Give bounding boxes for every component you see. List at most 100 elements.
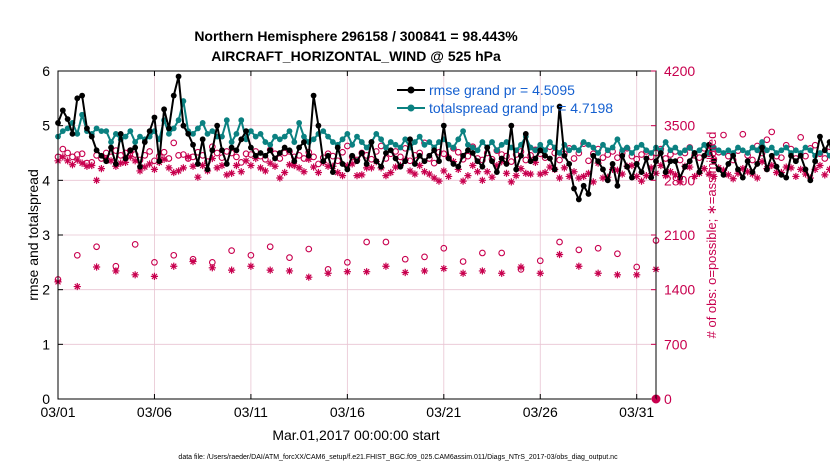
rmse-point xyxy=(166,125,172,132)
obs-assimilated-marker xyxy=(420,168,429,176)
totalspread-point xyxy=(426,139,433,145)
rmse-point xyxy=(513,166,520,173)
rmse-point xyxy=(590,152,597,159)
obs-assimilated-marker xyxy=(719,166,728,174)
totalspread-point xyxy=(725,147,732,154)
rmse-point xyxy=(325,152,331,159)
obs-assimilated-marker xyxy=(324,269,332,277)
obs-assimilated-marker xyxy=(575,262,583,270)
plot-grid xyxy=(57,70,656,400)
totalspread-point xyxy=(411,139,418,145)
obs-assimilated-marker xyxy=(189,162,197,170)
obs-assimilated-marker xyxy=(97,165,106,173)
rmse-point xyxy=(84,125,90,132)
rmse-point xyxy=(368,139,375,145)
obs-assimilated-marker xyxy=(782,163,790,171)
rmse-point xyxy=(725,161,732,167)
rmse-point xyxy=(257,150,264,156)
totalspread-point xyxy=(667,147,674,154)
obs-assimilated-marker xyxy=(199,161,207,170)
obs-possible-marker xyxy=(459,258,467,265)
rmse-point xyxy=(286,147,293,154)
rmse-point xyxy=(339,161,346,167)
obs-possible-marker xyxy=(479,249,486,257)
rmse-point xyxy=(354,158,360,165)
rmse-point xyxy=(807,177,814,184)
obs-assimilated-marker xyxy=(348,160,356,168)
obs-assimilated-marker xyxy=(266,266,274,274)
rmse-point xyxy=(122,155,129,162)
rmse-point xyxy=(199,136,206,143)
y-tick-label: 2 xyxy=(42,282,50,298)
totalspread-point xyxy=(493,147,500,154)
rmse-point xyxy=(788,152,794,159)
totalspread-point xyxy=(325,133,331,140)
obs-assimilated-marker xyxy=(642,172,650,180)
totalspread-point xyxy=(387,139,394,145)
rmse-point xyxy=(609,161,616,167)
obs-assimilated-marker xyxy=(633,172,641,181)
obs-assimilated-marker xyxy=(146,160,154,168)
totalspread-point xyxy=(74,130,81,137)
rmse-point xyxy=(812,158,819,165)
totalspread-point xyxy=(223,117,230,124)
data-lines xyxy=(55,73,830,203)
obs-assimilated-marker xyxy=(266,159,274,167)
totalspread-point xyxy=(532,147,539,154)
rmse-point xyxy=(141,139,148,145)
obs-assimilated-marker xyxy=(416,161,424,170)
totalspread-point xyxy=(628,150,635,156)
obs-assimilated-marker xyxy=(570,168,578,176)
obs-possible-marker xyxy=(165,155,173,162)
rmse-point xyxy=(792,158,799,165)
totalspread-point xyxy=(98,128,105,135)
totalspread-point xyxy=(792,147,799,154)
rmse-point xyxy=(151,114,158,121)
y-tick-label: 0 xyxy=(42,391,50,407)
legend-rmse-marker xyxy=(407,86,415,94)
obs-assimilated-marker xyxy=(59,153,67,161)
y-right-tick-label: 2100 xyxy=(664,227,695,243)
obs-assimilated-marker xyxy=(281,168,289,177)
rmse-point xyxy=(628,174,635,181)
totalspread-point xyxy=(238,117,245,124)
rmse-point xyxy=(585,191,592,197)
totalspread-point xyxy=(272,133,278,140)
rmse-point xyxy=(595,158,602,165)
obs-assimilated-marker xyxy=(801,170,810,178)
x-tick-label: 03/21 xyxy=(426,404,461,420)
rmse-point xyxy=(223,161,230,167)
totalspread-point xyxy=(662,139,669,145)
rmse-point xyxy=(185,130,192,137)
obs-assimilated-marker xyxy=(792,172,800,181)
totalspread-point xyxy=(465,141,471,148)
rmse-point xyxy=(132,144,139,151)
rmse-point xyxy=(378,163,385,170)
y-right-tick-label: 4200 xyxy=(664,63,695,79)
rmse-point xyxy=(710,158,717,165)
obs-assimilated-marker xyxy=(353,172,361,180)
totalspread-point xyxy=(802,144,809,151)
totalspread-point xyxy=(735,144,741,151)
rmse-point xyxy=(214,122,221,129)
rmse-point xyxy=(387,147,394,154)
rmse-point xyxy=(320,158,327,165)
obs-possible-marker xyxy=(160,148,168,156)
obs-possible-marker xyxy=(175,151,182,159)
totalspread-point xyxy=(64,125,71,132)
totalspread-point xyxy=(286,128,293,135)
obs-assimilated-marker xyxy=(739,165,747,173)
obs-possible-marker xyxy=(585,157,592,165)
rmse-point xyxy=(363,161,370,167)
totalspread-point xyxy=(619,147,626,154)
obs-assimilated-marker xyxy=(555,174,564,182)
obs-possible-marker xyxy=(247,251,255,259)
rmse-point xyxy=(657,150,664,156)
rmse-point xyxy=(69,130,76,137)
totalspread-point xyxy=(542,147,548,154)
obs-possible-marker xyxy=(421,253,428,261)
totalspread-point xyxy=(479,139,486,145)
rmse-point xyxy=(547,155,553,162)
rmse-point xyxy=(619,152,626,159)
totalspread-point xyxy=(474,147,481,154)
